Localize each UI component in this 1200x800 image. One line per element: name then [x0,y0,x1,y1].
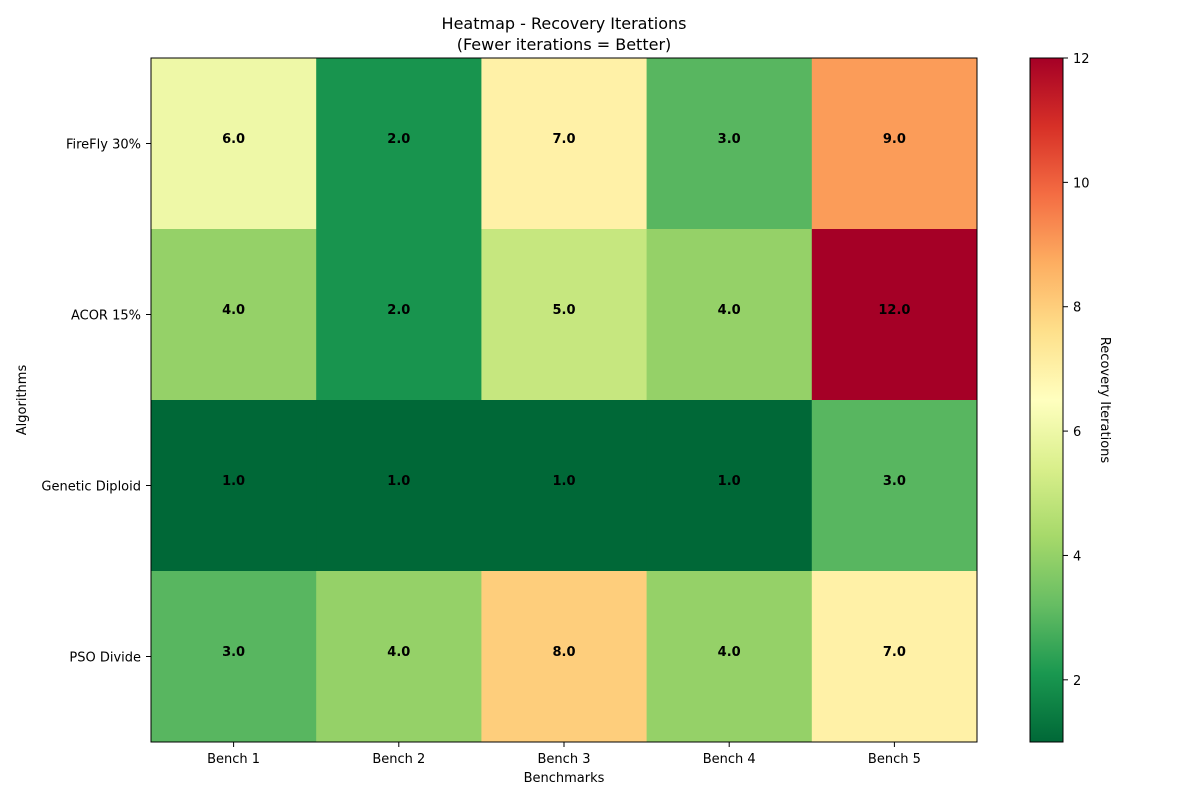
y-tick-label: Genetic Diploid [41,480,141,495]
chart-subtitle: (Fewer iterations = Better) [457,35,672,54]
cell-value-label: 1.0 [222,474,245,489]
cell-value-label: 8.0 [552,645,575,660]
heatmap-cell [316,229,482,401]
heatmap-cell [481,571,648,743]
x-tick-label: Bench 3 [538,752,591,767]
colorbar-tick-label: 2 [1073,674,1081,689]
cell-value-label: 7.0 [552,132,575,147]
x-tick-label: Bench 1 [207,752,260,767]
heatmap-cell [481,229,648,401]
heatmap-cell [151,229,317,401]
heatmap-cell [646,571,813,743]
colorbar-tick-label: 6 [1073,425,1081,440]
cell-value-label: 1.0 [718,474,741,489]
heatmap-cell [316,571,482,743]
y-tick-label: ACOR 15% [71,309,141,324]
colorbar-tick-label: 12 [1073,52,1090,67]
y-tick-label: PSO Divide [69,651,141,666]
x-axis-label: Benchmarks [524,771,605,786]
colorbar-ticks: 2 4 6 8 10 12 [1063,52,1090,689]
cell-value-label: 4.0 [222,303,245,318]
colorbar-label: Recovery Iterations [1097,337,1112,464]
cell-value-label: 3.0 [883,474,906,489]
heatmap-cell [151,571,317,743]
heatmap-cell [646,229,813,401]
cell-value-label: 2.0 [387,303,410,318]
x-tick-label: Bench 4 [703,752,756,767]
heatmap-cell [151,400,317,572]
y-axis-label: Algorithms [15,365,30,436]
cell-value-label: 1.0 [552,474,575,489]
cell-value-label: 2.0 [387,132,410,147]
cell-value-label: 7.0 [883,645,906,660]
colorbar-tick-label: 4 [1073,549,1081,564]
heatmap-cell [811,571,978,743]
heatmap-cell [646,400,813,572]
x-axis-ticks: Bench 1 Bench 2 Bench 3 Bench 4 Bench 5 [207,742,921,767]
heatmap-cell [811,400,978,572]
colorbar [1029,57,1064,743]
cell-value-label: 3.0 [718,132,741,147]
heatmap-cell [481,58,648,230]
x-tick-label: Bench 2 [372,752,425,767]
cell-value-label: 4.0 [718,303,741,318]
heatmap-cell [316,400,482,572]
y-tick-label: FireFly 30% [66,138,141,153]
cell-value-label: 9.0 [883,132,906,147]
heatmap-cell [811,229,978,401]
heatmap-cell [646,58,813,230]
cell-value-label: 1.0 [387,474,410,489]
heatmap-cell [151,58,317,230]
cell-value-label: 12.0 [878,303,910,318]
heatmap-cell-labels: 6.0 2.0 7.0 3.0 9.0 4.0 2.0 5.0 4.0 12.0 1.0 1.0 1.0… [222,132,910,660]
cell-value-label: 3.0 [222,645,245,660]
cell-value-label: 4.0 [718,645,741,660]
y-axis-ticks: FireFly 30% ACOR 15% Genetic Diploid PSO Di… [41,138,151,666]
cell-value-label: 4.0 [387,645,410,660]
heatmap-cell [316,58,482,230]
chart-title: Heatmap - Recovery Iterations [442,14,687,33]
heatmap-cells [151,58,978,743]
heatmap-cell [481,400,648,572]
heatmap-cell [811,58,978,230]
cell-value-label: 5.0 [552,303,575,318]
cell-value-label: 6.0 [222,132,245,147]
colorbar-tick-label: 10 [1073,176,1090,191]
x-tick-label: Bench 5 [868,752,921,767]
colorbar-tick-label: 8 [1073,301,1081,316]
